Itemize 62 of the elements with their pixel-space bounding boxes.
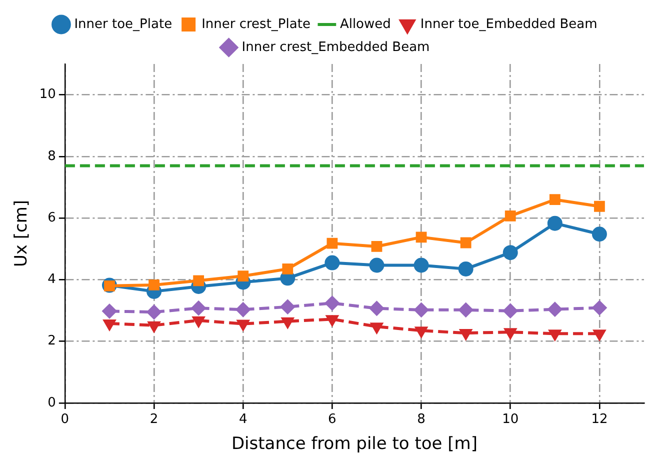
point — [592, 330, 606, 342]
point — [592, 226, 607, 242]
point — [102, 304, 117, 319]
point — [236, 320, 250, 332]
point — [326, 315, 339, 327]
legend-label: Inner toe_Plate — [74, 16, 172, 32]
point — [324, 296, 340, 311]
point — [191, 300, 206, 316]
legend-label: Allowed — [340, 16, 391, 32]
x-axis-title: Distance from pile to toe [m] — [231, 434, 478, 454]
point — [146, 304, 162, 320]
x-tick-label: 8 — [417, 412, 426, 428]
y-tick-label: 0 — [48, 395, 56, 410]
y-tick-label: 4 — [48, 272, 56, 288]
point — [192, 316, 206, 328]
point — [236, 302, 251, 318]
legend-label: Inner crest_Plate — [202, 16, 310, 32]
point — [369, 258, 384, 273]
point — [547, 216, 562, 231]
y-tick-label: 10 — [39, 87, 56, 102]
x-tick-label: 10 — [502, 412, 519, 428]
point — [238, 270, 249, 282]
point — [504, 210, 516, 222]
x-tick-label: 0 — [60, 412, 70, 428]
point — [504, 328, 517, 340]
point — [370, 322, 384, 334]
point — [594, 200, 605, 212]
point — [549, 194, 560, 206]
point — [547, 302, 562, 317]
point — [282, 263, 294, 274]
y-axis-title: Ux [cm] — [12, 200, 32, 268]
point — [369, 300, 384, 316]
x-tick-label: 12 — [591, 412, 608, 428]
point — [460, 237, 472, 248]
point — [281, 317, 294, 329]
y-tick-label: 2 — [48, 334, 56, 349]
point — [502, 303, 518, 318]
point — [414, 258, 429, 273]
y-tick-label: 8 — [48, 148, 56, 164]
x-tick-label: 4 — [238, 412, 248, 428]
x-tick-label: 6 — [328, 412, 336, 428]
point — [502, 245, 518, 260]
x-tick-label: 2 — [150, 412, 158, 428]
point — [147, 321, 161, 333]
point — [459, 329, 472, 341]
legend-label: Inner toe_Embedded Beam — [420, 16, 598, 32]
point — [148, 280, 160, 290]
point — [592, 300, 607, 316]
y-tick-label: 6 — [48, 210, 56, 226]
point — [416, 232, 427, 243]
point — [371, 240, 382, 252]
point — [326, 238, 338, 249]
legend-label: Inner crest_Embedded Beam — [242, 40, 430, 55]
point — [324, 255, 340, 270]
point — [414, 326, 428, 338]
point — [280, 299, 296, 314]
point — [548, 330, 562, 342]
point — [458, 261, 474, 276]
point — [458, 302, 474, 318]
point — [102, 319, 116, 331]
point — [414, 302, 429, 318]
point — [193, 275, 204, 286]
